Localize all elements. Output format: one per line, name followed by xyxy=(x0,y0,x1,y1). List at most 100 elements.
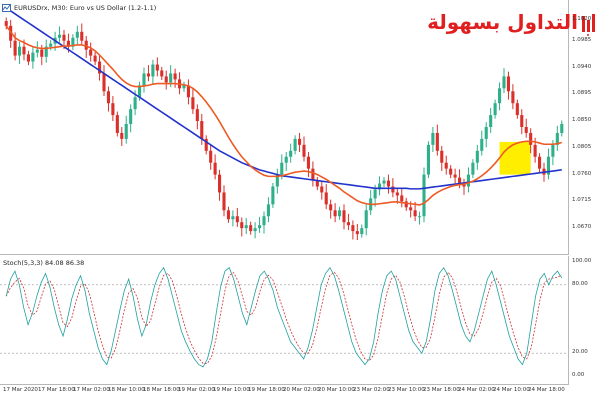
candle xyxy=(244,218,248,235)
stochastic-title: Stoch(5,3,3) 84.08 86.38 xyxy=(3,259,85,267)
price-chart-canvas[interactable] xyxy=(0,0,568,254)
candle xyxy=(253,222,257,239)
candle-body xyxy=(395,192,399,196)
candle-body xyxy=(355,231,359,235)
candle xyxy=(311,161,315,187)
candle xyxy=(120,127,124,147)
candle-body xyxy=(275,174,279,187)
chart-window-icon xyxy=(2,4,11,12)
candle xyxy=(93,52,97,66)
candle xyxy=(471,159,475,179)
time-axis-label: 18 Mar 18:00 xyxy=(143,387,180,393)
candle xyxy=(266,197,270,223)
time-axis: 17 Mar 2020 17 Mar 18:00 17 Mar 02:00 18 Ma… xyxy=(0,385,568,400)
candle-body xyxy=(262,216,266,226)
candle xyxy=(426,141,430,179)
candle-body xyxy=(493,103,497,116)
candle-body xyxy=(44,46,48,57)
candle xyxy=(106,86,110,112)
time-axis-label: 17 Mar 2020 xyxy=(3,387,38,393)
candle-body xyxy=(418,216,422,218)
time-axis-label: 19 Mar 18:00 xyxy=(248,387,285,393)
candle xyxy=(382,176,386,188)
candle xyxy=(173,68,177,88)
candle-body xyxy=(480,138,484,151)
candle xyxy=(129,104,133,133)
candle-body xyxy=(324,192,328,205)
candle xyxy=(422,167,426,223)
candle-body xyxy=(546,156,550,175)
candle-body xyxy=(431,132,435,145)
candle xyxy=(293,135,297,155)
candle xyxy=(182,81,186,92)
candle xyxy=(484,122,488,148)
candle xyxy=(480,130,484,156)
candle xyxy=(231,210,235,227)
time-axis-label: 23 Mar 10:00 xyxy=(388,387,425,393)
stochastic-axis: 100.00 80.00 20.00 0.00 xyxy=(569,256,600,384)
candle-body xyxy=(351,225,355,232)
candle xyxy=(164,70,168,90)
candle-body xyxy=(35,49,39,53)
price-chart-pane[interactable]: EURUSDrx, M30: Euro vs US Dollar (1.2-1.… xyxy=(0,0,569,255)
candle xyxy=(98,55,102,81)
candle-body xyxy=(186,85,190,98)
candle-body xyxy=(80,31,84,41)
candle-body xyxy=(58,34,62,38)
stochastic-pane[interactable]: Stoch(5,3,3) 84.08 86.38 xyxy=(0,256,569,385)
candle-body xyxy=(484,127,488,139)
candle-body xyxy=(40,49,44,57)
candle-body xyxy=(213,162,217,175)
candle-body xyxy=(346,222,350,226)
candle xyxy=(4,17,8,30)
candle-body xyxy=(226,210,230,220)
candle-body xyxy=(458,177,462,184)
time-axis-label: 19 Mar 10:00 xyxy=(213,387,250,393)
candle xyxy=(271,182,275,208)
candle-body xyxy=(160,70,164,77)
candle xyxy=(333,203,337,223)
candle-body xyxy=(444,162,448,169)
candle-body xyxy=(13,40,17,56)
candle-body xyxy=(142,73,146,86)
time-axis-label: 20 Mar 10:00 xyxy=(318,387,355,393)
logo-text: التداول بسهولة xyxy=(427,10,578,34)
candle-body xyxy=(49,43,53,47)
stochastic-canvas[interactable] xyxy=(0,256,568,384)
candle-body xyxy=(511,91,515,104)
candle xyxy=(489,107,493,133)
candle-body xyxy=(293,138,297,151)
candle xyxy=(226,206,230,223)
candle xyxy=(435,124,439,156)
candle xyxy=(213,154,217,180)
candle-body xyxy=(195,109,199,122)
candle xyxy=(466,167,470,193)
candle xyxy=(315,176,319,191)
candle-body xyxy=(520,115,524,127)
candle-body xyxy=(440,150,444,163)
candle xyxy=(338,206,342,220)
candle xyxy=(506,71,510,100)
candle xyxy=(395,187,399,204)
candle xyxy=(155,57,159,77)
time-axis-label: 24 Mar 18:00 xyxy=(528,387,565,393)
candle xyxy=(209,144,213,170)
candle-body xyxy=(413,210,417,217)
candle-body xyxy=(298,138,302,145)
candle xyxy=(498,82,502,111)
moving-average-fast xyxy=(5,25,562,206)
price-axis-label: 1.1020 xyxy=(572,15,592,22)
candle-body xyxy=(364,210,368,229)
time-axis-label: 24 Mar 10:00 xyxy=(493,387,530,393)
candle xyxy=(560,120,564,137)
candle-body xyxy=(529,132,533,145)
candle xyxy=(249,221,253,235)
candle-body xyxy=(533,144,537,157)
candle-body xyxy=(360,228,364,235)
candle-body xyxy=(453,174,457,178)
candle-body xyxy=(209,150,213,163)
candle xyxy=(400,188,404,208)
candle-body xyxy=(164,76,168,83)
candle-body xyxy=(315,180,319,187)
